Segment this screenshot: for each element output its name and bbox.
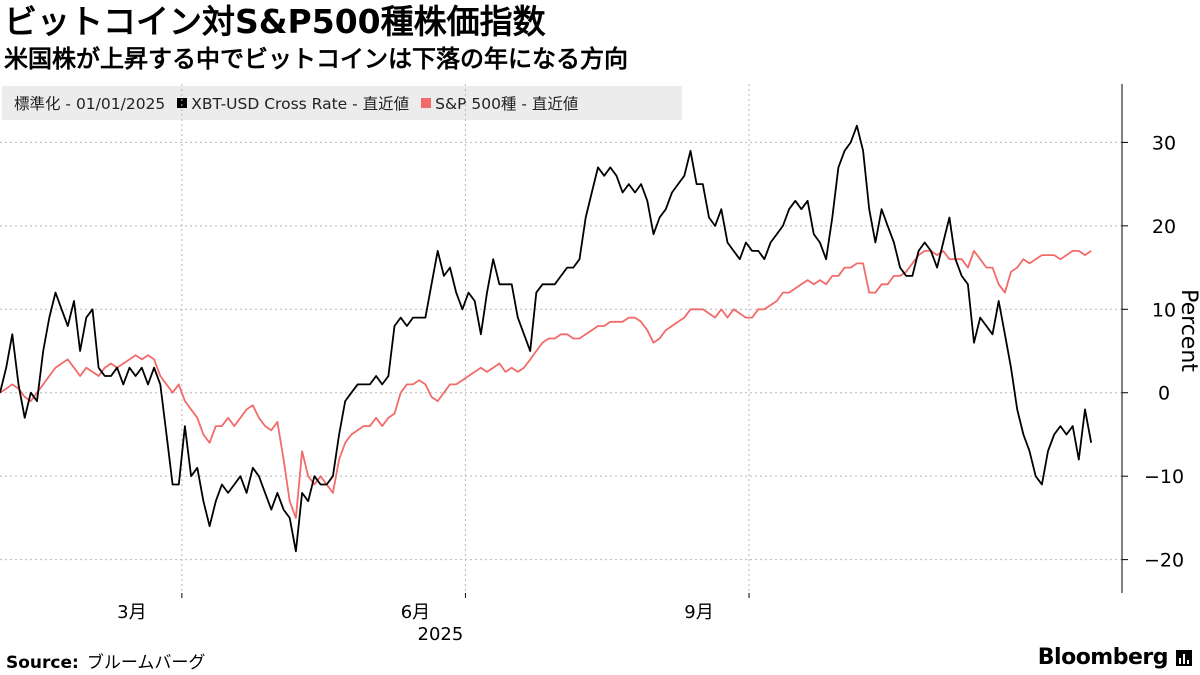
grid-layer [0,84,1122,593]
y-tick-label: −10 [1144,466,1184,488]
source-note: Source: ブルームバーグ [6,648,205,673]
legend-label-spx: S&P 500種 - 直近値 [435,95,579,113]
legend-swatch-spx [421,98,432,108]
chart-subtitle: 米国株が上昇する中でビットコインは下落の年になる方向 [4,45,628,73]
y-tick-label: 10 [1152,299,1176,321]
y-tick-label: 0 [1158,383,1170,405]
bloomberg-terminal-icon [1176,649,1192,666]
x-tick-label: 6月 [401,602,430,623]
y-tick-label: 20 [1152,216,1176,238]
y-axis-title: Percent [1176,289,1200,372]
legend-normalization: 標準化 - 01/01/2025 [14,95,166,113]
series-line-btc [0,124,1093,553]
legend-item-btc: XBT-USD Cross Rate - 直近値 [177,92,409,114]
axis-layer: −20 −10 0 10 20 30 Percent 3月 6月 9月 2025 [117,84,1200,645]
source-label: Source: [6,653,79,673]
legend-swatch-btc [177,98,188,108]
legend-label-btc: XBT-USD Cross Rate - 直近値 [191,95,410,113]
chart-title: ビットコイン対S&P500種株価指数 [4,2,546,41]
x-year-label: 2025 [418,624,464,645]
source-value: ブルームバーグ [86,653,206,673]
y-tick-label: 30 [1152,132,1176,154]
y-tick-label: −20 [1144,550,1184,572]
series-line-spx [0,250,1092,519]
legend-item-spx: S&P 500種 - 直近値 [421,92,578,114]
brand: Bloomberg [1038,645,1192,670]
brand-name: Bloomberg [1037,645,1169,670]
x-tick-label: 3月 [117,602,146,623]
legend: 標準化 - 01/01/2025 XBT-USD Cross Rate - 直近… [2,86,682,120]
x-tick-label: 9月 [684,602,713,623]
series-layer [0,124,1093,553]
